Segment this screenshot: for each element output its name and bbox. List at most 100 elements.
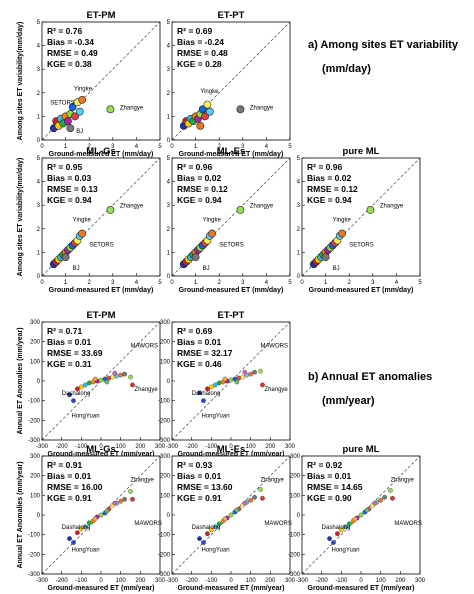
x-axis-label: Ground-measured ET (mm/day) — [309, 287, 414, 294]
data-point — [118, 498, 124, 504]
x-tick-label: 3 — [371, 280, 375, 286]
data-point — [252, 494, 257, 500]
stat-text: Bias = 0.01 — [47, 471, 91, 481]
site-label: SETORS — [50, 101, 75, 107]
data-point — [208, 229, 217, 238]
x-axis-label: Ground-measured ET (mm/year) — [178, 451, 285, 458]
site-label: Yingke — [333, 218, 352, 224]
site-label: Zhangye — [120, 204, 144, 210]
data-point — [258, 487, 263, 492]
panel-6: -300 -200 -100 0 100 200 300-300-200-100010020… — [158, 310, 296, 458]
data-point — [331, 540, 336, 545]
site-label: HongYuan — [202, 547, 230, 553]
x-tick-label: 200 — [135, 444, 146, 450]
site-label: HongYuan — [72, 547, 100, 553]
data-point — [212, 382, 218, 388]
y-tick-label: -200 — [28, 552, 41, 558]
site-label: Zhangye — [391, 478, 415, 484]
site-label: Zhangye — [134, 387, 158, 393]
data-point — [222, 376, 228, 382]
y-tick-label: 4 — [167, 180, 171, 186]
x-axis-label: Ground-measured ET (mm/year) — [178, 585, 285, 592]
data-point — [208, 527, 214, 533]
data-point — [388, 488, 393, 493]
stat-text: Bias = -0.34 — [47, 37, 94, 47]
y-tick-label: -300 — [28, 438, 41, 444]
y-axis-label: Among sites ET variability(mm/day) — [17, 158, 24, 277]
x-tick-label: 100 — [246, 578, 257, 584]
stat-text: R² = 0.69 — [177, 326, 212, 336]
data-point — [390, 495, 395, 501]
data-point — [122, 496, 127, 502]
stat-text: Bias = 0.01 — [307, 471, 351, 481]
y-tick-label: 4 — [37, 44, 41, 50]
y-tick-label: 0 — [37, 513, 41, 519]
data-point — [130, 382, 135, 388]
stat-text: RMSE = 16.00 — [47, 482, 103, 492]
stat-text: Bias = 0.02 — [307, 173, 351, 183]
data-point — [197, 390, 202, 396]
one-to-one-line — [41, 455, 161, 575]
y-axis-label: Annual ET Anomalies (mm/year) — [17, 327, 24, 434]
data-point — [236, 105, 245, 114]
x-tick-label: 0 — [99, 578, 103, 584]
data-point — [382, 494, 387, 500]
y-tick-label: -200 — [158, 552, 171, 558]
y-tick-label: 5 — [297, 156, 301, 162]
data-point — [98, 512, 104, 518]
site-label: SETORS — [89, 243, 114, 249]
y-tick-label: 300 — [160, 454, 171, 460]
data-point — [234, 379, 240, 385]
x-tick-label: 0 — [170, 144, 174, 150]
stat-text: Bias = 0.03 — [47, 173, 91, 183]
stat-text: R² = 0.93 — [177, 460, 212, 470]
x-tick-label: 200 — [265, 444, 276, 450]
data-point — [71, 112, 79, 121]
y-tick-label: -100 — [288, 533, 301, 539]
x-tick-label: 5 — [288, 280, 292, 286]
stat-text: Bias = 0.01 — [47, 337, 91, 347]
section-unit: (mm/year) — [322, 395, 375, 407]
data-point — [122, 371, 127, 377]
x-tick-label: 100 — [116, 578, 127, 584]
x-tick-label: -300 — [296, 578, 309, 584]
y-tick-label: 0 — [297, 274, 301, 280]
stat-text: RMSE = 0.12 — [177, 184, 228, 194]
y-tick-label: -300 — [288, 572, 301, 578]
site-label: Zhangye — [250, 105, 274, 111]
data-point — [352, 516, 358, 522]
x-tick-label: -300 — [36, 578, 49, 584]
y-tick-label: 0 — [167, 379, 171, 385]
data-point — [196, 121, 205, 130]
y-tick-label: 3 — [167, 203, 171, 209]
data-point — [191, 253, 200, 262]
data-point — [338, 527, 344, 533]
panel-title: ET-PM — [86, 310, 115, 321]
x-tick-label: -200 — [186, 578, 199, 584]
x-tick-label: -300 — [166, 444, 179, 450]
site-label: Zhangye — [131, 478, 155, 484]
panel-9: -300 -200 -100 0 100 200 300-300-200-100010020… — [288, 444, 426, 592]
x-tick-label: 2 — [218, 280, 222, 286]
stat-text: R² = 0.96 — [307, 162, 342, 172]
y-tick-label: -100 — [28, 399, 41, 405]
data-point — [228, 512, 234, 518]
data-point — [234, 507, 240, 513]
y-tick-label: 3 — [37, 67, 41, 73]
one-to-one-line — [301, 455, 421, 575]
data-point — [358, 512, 364, 518]
data-point — [205, 386, 210, 392]
x-axis-label: Ground-measured ET (mm/year) — [48, 451, 155, 458]
data-point — [201, 112, 209, 121]
x-tick-label: 0 — [229, 444, 233, 450]
data-point — [212, 524, 218, 530]
y-tick-label: 3 — [167, 67, 171, 73]
site-label: Yingke — [203, 218, 222, 224]
x-tick-label: 3 — [111, 144, 115, 150]
y-tick-label: 1 — [167, 250, 171, 256]
site-label: Yingke — [74, 86, 93, 92]
y-tick-label: 0 — [167, 274, 171, 280]
stat-text: RMSE = 0.49 — [47, 48, 98, 58]
data-point — [242, 500, 248, 506]
x-tick-label: 100 — [246, 444, 257, 450]
